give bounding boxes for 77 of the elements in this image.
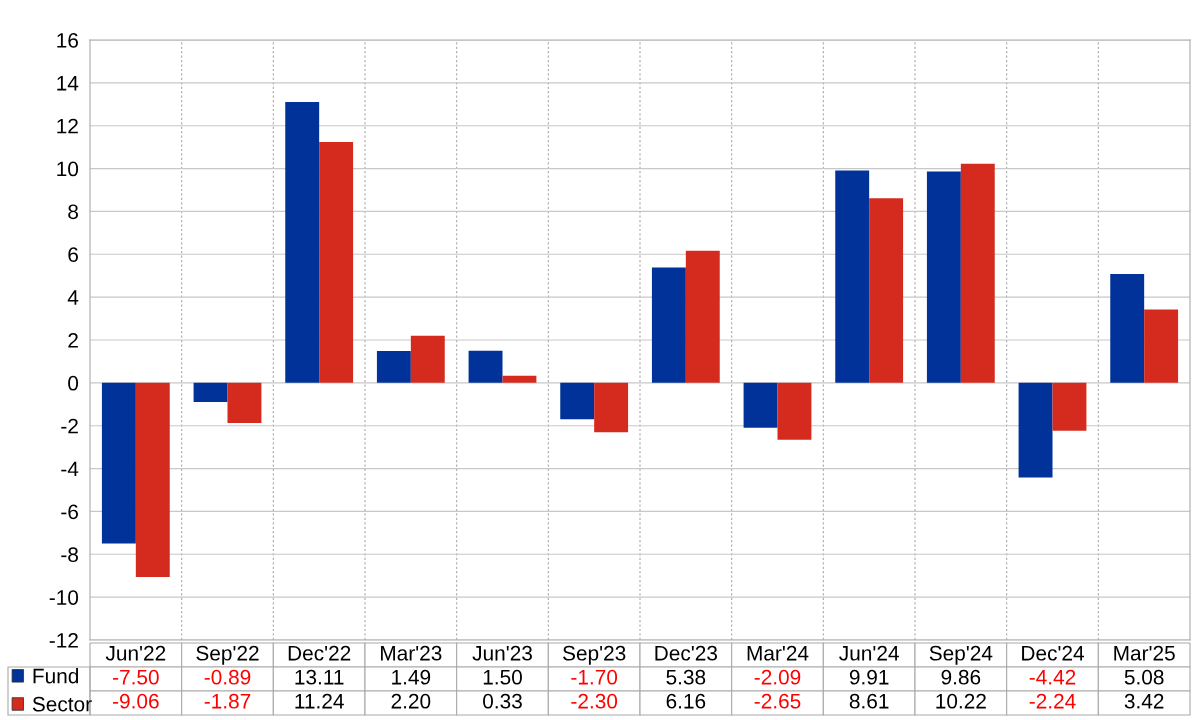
y-tick-label: -12 xyxy=(49,633,78,648)
bar xyxy=(193,382,228,402)
data-label: -9.06 xyxy=(113,693,159,709)
legend-label: Sector xyxy=(32,696,92,712)
y-tick-label: 4 xyxy=(67,290,79,305)
bar xyxy=(1018,382,1053,478)
bar xyxy=(685,250,720,383)
x-tick-label: Jun'24 xyxy=(839,645,899,661)
x-tick-label: Sep'22 xyxy=(196,645,259,665)
x-tick-label: Mar'25 xyxy=(1114,645,1175,661)
data-label: 10.22 xyxy=(936,693,986,709)
bar xyxy=(651,267,686,383)
y-tick-label: -2 xyxy=(61,418,78,434)
bar xyxy=(502,375,537,383)
bar xyxy=(227,382,262,423)
bar xyxy=(135,382,170,577)
data-label: -0.89 xyxy=(204,669,251,685)
bar xyxy=(869,198,904,383)
y-tick-label: 6 xyxy=(68,247,78,263)
bar xyxy=(960,163,995,383)
data-label: 13.11 xyxy=(295,669,344,685)
data-label: -2.30 xyxy=(571,693,618,709)
bar xyxy=(560,382,595,420)
y-tick-label: -10 xyxy=(49,590,79,605)
data-label: -1.87 xyxy=(204,693,251,709)
data-label: 11.24 xyxy=(295,693,344,709)
bar xyxy=(376,350,411,383)
data-label: 1.49 xyxy=(392,669,431,685)
bar xyxy=(926,171,961,383)
data-label: 9.91 xyxy=(849,669,889,685)
data-label: -1.70 xyxy=(571,669,618,685)
x-tick-label: Mar'23 xyxy=(381,645,442,661)
data-label: 2.20 xyxy=(391,693,431,709)
y-tick-label: 8 xyxy=(68,204,78,220)
data-label: 0.33 xyxy=(483,693,522,709)
data-label: -4.42 xyxy=(1029,669,1076,685)
x-tick-label: Dec'22 xyxy=(288,645,351,661)
x-tick-label: Dec'23 xyxy=(655,645,718,661)
x-tick-label: Jun'22 xyxy=(105,645,166,661)
bar xyxy=(1052,382,1087,431)
data-label: -2.65 xyxy=(754,693,801,709)
bar xyxy=(1144,309,1179,383)
data-label: 8.61 xyxy=(849,693,889,709)
legend-label: Fund xyxy=(33,668,79,684)
y-tick-label: -8 xyxy=(61,547,78,563)
x-tick-label: Dec'24 xyxy=(1022,645,1084,661)
x-tick-label: Sep'24 xyxy=(929,645,993,665)
x-tick-label: Jun'23 xyxy=(472,645,532,661)
y-tick-label: -6 xyxy=(61,504,78,520)
y-tick-label: -4 xyxy=(61,461,79,477)
bar xyxy=(594,382,629,433)
bar xyxy=(319,142,354,383)
data-label: 5.38 xyxy=(666,669,706,685)
data-label: 6.16 xyxy=(666,693,706,709)
bar xyxy=(410,335,445,383)
data-label: 9.86 xyxy=(941,669,981,685)
bar xyxy=(743,382,778,428)
y-tick-label: 12 xyxy=(57,118,78,134)
bar xyxy=(835,170,870,383)
bar xyxy=(777,382,812,440)
bar xyxy=(285,101,320,383)
data-label: 1.50 xyxy=(483,669,522,685)
data-label: 3.42 xyxy=(1124,693,1164,709)
x-tick-label: Sep'23 xyxy=(563,645,626,665)
x-tick-label: Mar'24 xyxy=(747,645,809,661)
data-label: 5.08 xyxy=(1124,669,1164,685)
y-tick-label: 0 xyxy=(68,375,79,391)
bar xyxy=(468,350,503,383)
y-tick-label: 10 xyxy=(57,161,79,177)
bar xyxy=(1110,274,1145,383)
y-tick-label: 2 xyxy=(68,333,78,348)
y-tick-label: 16 xyxy=(57,33,78,48)
y-tick-label: 14 xyxy=(57,76,79,91)
data-label: -7.50 xyxy=(113,669,159,685)
data-label: -2.24 xyxy=(1029,693,1076,709)
bar xyxy=(101,382,136,544)
data-label: -2.09 xyxy=(754,669,801,685)
